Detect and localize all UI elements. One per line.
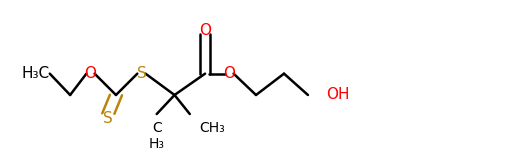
Text: OH: OH <box>326 88 350 103</box>
Text: CH₃: CH₃ <box>199 121 225 135</box>
Text: O: O <box>224 66 236 81</box>
Text: H₃C: H₃C <box>22 66 50 81</box>
Text: O: O <box>199 23 211 38</box>
Text: O: O <box>84 66 96 81</box>
Text: S: S <box>137 66 146 81</box>
Text: C
H₃: C H₃ <box>148 121 165 151</box>
Text: S: S <box>103 111 113 126</box>
